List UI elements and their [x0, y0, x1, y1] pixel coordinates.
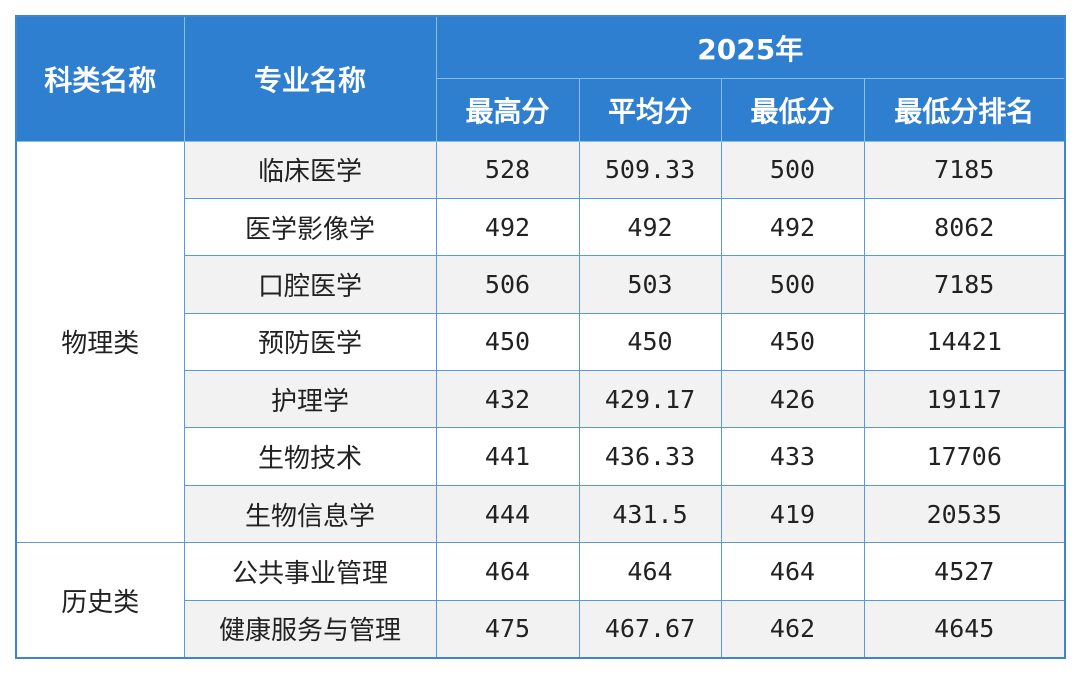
score-cell: 492: [435, 198, 580, 257]
data-row: 口腔医学 506 503 500 7185: [16, 255, 1066, 314]
data-row: 医学影像学 492 492 492 8062: [16, 198, 1066, 257]
score-cell: 450: [720, 312, 865, 372]
header-cell: 科类名称: [15, 15, 185, 142]
major-cell: 公共事业管理: [183, 542, 437, 601]
header-cell: 2025年: [435, 15, 1066, 80]
score-cell: 426: [720, 370, 865, 429]
score-cell: 528: [435, 140, 580, 200]
score-cell: 14421: [863, 312, 1066, 372]
score-cell: 500: [720, 140, 865, 200]
major-cell: 预防医学: [183, 312, 437, 372]
score-cell: 4645: [863, 599, 1066, 659]
major-cell: 生物信息学: [183, 484, 437, 544]
category-cell: 历史类: [15, 542, 185, 659]
header-cell: 最高分: [435, 78, 580, 142]
header-cell: 专业名称: [183, 15, 437, 142]
score-cell: 433: [720, 427, 865, 486]
score-cell: 4527: [863, 542, 1066, 601]
score-table: 科类名称 专业名称 2025年 最高分 平均分 最低分 最低分排名 物理类 临床医学 52…: [15, 15, 1066, 659]
header-cell: 最低分: [720, 78, 865, 142]
major-cell: 医学影像学: [183, 198, 437, 257]
category-cell: 物理类: [15, 140, 185, 544]
score-cell: 444: [435, 484, 580, 544]
score-cell: 7185: [863, 255, 1066, 314]
major-cell: 口腔医学: [183, 255, 437, 314]
score-cell: 429.17: [578, 370, 722, 429]
score-cell: 19117: [863, 370, 1066, 429]
score-cell: 475: [435, 599, 580, 659]
score-cell: 450: [578, 312, 722, 372]
score-cell: 419: [720, 484, 865, 544]
data-row: 健康服务与管理 475 467.67 462 4645: [16, 599, 1066, 659]
data-row: 物理类 临床医学 528 509.33 500 7185: [15, 140, 1066, 544]
major-cell: 护理学: [183, 370, 437, 429]
score-cell: 8062: [863, 198, 1066, 257]
score-cell: 450: [435, 312, 580, 372]
data-row: 护理学 432 429.17 426 19117: [16, 370, 1066, 429]
header-row: 科类名称 专业名称 2025年: [15, 15, 1066, 142]
score-cell: 500: [720, 255, 865, 314]
score-cell: 464: [578, 542, 722, 601]
data-row: 历史类 公共事业管理 464 464 464 4527: [15, 542, 1066, 659]
score-cell: 464: [435, 542, 580, 601]
score-cell: 20535: [863, 484, 1066, 544]
header-cell: 最低分排名: [863, 78, 1066, 142]
header-row: 最高分 平均分 最低分 最低分排名: [16, 78, 1066, 142]
score-cell: 492: [578, 198, 722, 257]
major-cell: 生物技术: [183, 427, 437, 486]
table-body: 科类名称 专业名称 2025年 最高分 平均分 最低分 最低分排名 物理类 临床医学 52…: [15, 15, 1066, 659]
data-row: 预防医学 450 450 450 14421: [16, 312, 1066, 372]
major-cell: 健康服务与管理: [183, 599, 437, 659]
score-cell: 503: [578, 255, 722, 314]
header-cell: 平均分: [578, 78, 722, 142]
major-cell: 临床医学: [183, 140, 437, 200]
score-cell: 7185: [863, 140, 1066, 200]
score-cell: 467.67: [578, 599, 722, 659]
score-cell: 509.33: [578, 140, 722, 200]
data-row: 生物信息学 444 431.5 419 20535: [16, 484, 1066, 544]
score-cell: 17706: [863, 427, 1066, 486]
score-cell: 464: [720, 542, 865, 601]
score-cell: 441: [435, 427, 580, 486]
score-cell: 432: [435, 370, 580, 429]
score-cell: 506: [435, 255, 580, 314]
score-cell: 492: [720, 198, 865, 257]
score-cell: 436.33: [578, 427, 722, 486]
score-cell: 462: [720, 599, 865, 659]
score-cell: 431.5: [578, 484, 722, 544]
